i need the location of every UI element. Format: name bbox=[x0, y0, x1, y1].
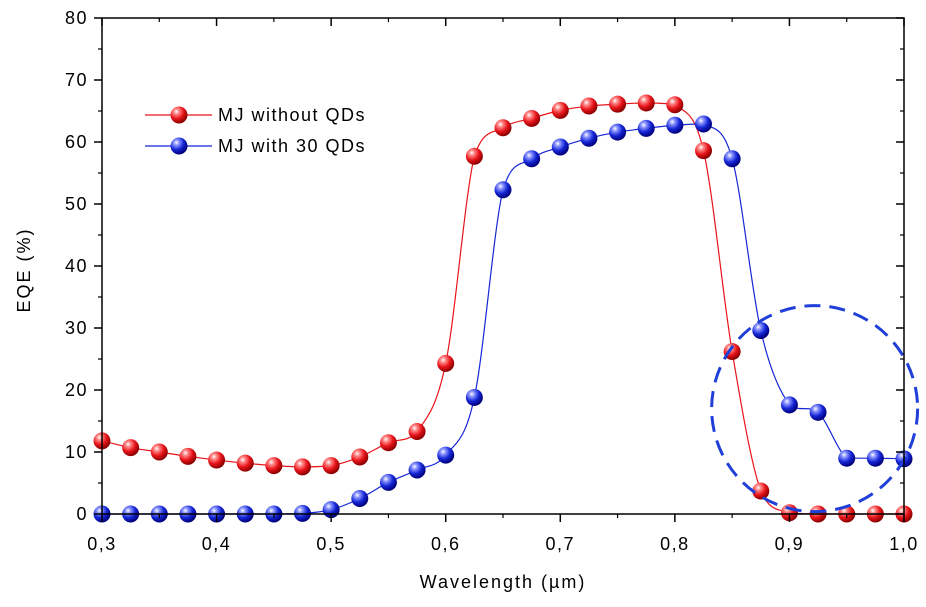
x-tick-label: 0,6 bbox=[431, 534, 461, 554]
data-point-series-1 bbox=[551, 138, 569, 156]
legend: MJ without QDs MJ with 30 QDs bbox=[145, 105, 366, 156]
y-tick-labels: 0 10 20 30 40 50 60 70 80 bbox=[65, 8, 88, 524]
data-point-series-1 bbox=[809, 403, 827, 421]
legend-item-0: MJ without QDs bbox=[145, 105, 366, 125]
y-tick-label: 40 bbox=[65, 256, 88, 276]
x-tick-label: 1,0 bbox=[889, 534, 919, 554]
data-point-series-1 bbox=[437, 446, 455, 464]
y-tick-label: 60 bbox=[65, 132, 88, 152]
data-point-series-0 bbox=[122, 439, 140, 457]
data-point-series-1 bbox=[666, 116, 684, 134]
data-point-series-0 bbox=[150, 443, 168, 461]
y-tick-label: 80 bbox=[65, 8, 88, 28]
data-point-series-1 bbox=[351, 490, 369, 507]
data-point-series-1 bbox=[494, 181, 512, 199]
data-point-series-0 bbox=[437, 354, 455, 372]
data-point-series-0 bbox=[379, 434, 397, 452]
data-point-series-0 bbox=[695, 142, 712, 160]
y-tick-label: 30 bbox=[65, 318, 88, 338]
data-point-series-0 bbox=[408, 423, 426, 441]
annotation-layer bbox=[710, 304, 920, 514]
data-point-series-1 bbox=[523, 150, 541, 168]
data-point-series-0 bbox=[236, 454, 254, 472]
x-tick-label: 0,8 bbox=[660, 534, 690, 554]
y-tick-label: 20 bbox=[65, 380, 88, 400]
data-point-series-0 bbox=[494, 119, 512, 137]
data-point-series-0 bbox=[179, 447, 197, 465]
data-point-series-1 bbox=[637, 119, 655, 137]
series-lines bbox=[101, 102, 905, 515]
legend-swatch-marker bbox=[170, 137, 188, 155]
data-point-series-1 bbox=[695, 115, 712, 133]
data-point-series-0 bbox=[294, 458, 311, 476]
data-point-series-1 bbox=[752, 321, 770, 339]
data-point-series-0 bbox=[637, 94, 655, 112]
highlight-dashed-circle bbox=[710, 304, 920, 514]
data-point-series-0 bbox=[551, 101, 569, 119]
data-point-series-1 bbox=[465, 388, 483, 406]
data-point-series-0 bbox=[265, 457, 283, 475]
data-point-series-1 bbox=[780, 396, 798, 414]
x-tick-label: 0,5 bbox=[316, 534, 346, 554]
data-point-series-1 bbox=[379, 473, 397, 491]
data-point-series-0 bbox=[752, 482, 770, 500]
series-line-0 bbox=[101, 102, 904, 515]
data-point-series-1 bbox=[609, 123, 627, 141]
y-tick-label: 50 bbox=[65, 194, 88, 214]
legend-label: MJ without QDs bbox=[218, 105, 366, 125]
x-tick-label: 0,4 bbox=[202, 534, 232, 554]
plot-frame bbox=[101, 17, 905, 515]
axis-ticks bbox=[94, 17, 905, 522]
legend-item-1: MJ with 30 QDs bbox=[145, 136, 366, 156]
data-point-series-0 bbox=[465, 147, 483, 165]
legend-label: MJ with 30 QDs bbox=[218, 136, 366, 156]
x-tick-labels: 0,3 0,4 0,5 0,6 0,7 0,8 0,9 1,0 bbox=[87, 534, 919, 554]
x-tick-label: 0,9 bbox=[775, 534, 805, 554]
data-point-series-0 bbox=[351, 448, 369, 466]
data-point-series-1 bbox=[408, 461, 426, 479]
data-point-series-1 bbox=[580, 129, 598, 147]
x-axis-title: Wavelength (µm) bbox=[420, 572, 587, 592]
legend-swatch-marker bbox=[170, 106, 188, 124]
data-point-series-1 bbox=[838, 449, 856, 467]
data-point-series-0 bbox=[666, 96, 684, 114]
data-point-series-0 bbox=[208, 451, 226, 469]
data-point-series-1 bbox=[866, 449, 884, 467]
data-point-series-1 bbox=[723, 150, 741, 168]
x-tick-label: 0,7 bbox=[546, 534, 576, 554]
data-point-series-0 bbox=[523, 109, 541, 127]
data-point-series-0 bbox=[322, 457, 340, 475]
x-tick-label: 0,3 bbox=[87, 534, 117, 554]
y-tick-label: 0 bbox=[76, 504, 88, 524]
data-point-series-0 bbox=[609, 95, 627, 113]
y-tick-label: 70 bbox=[65, 70, 88, 90]
data-point-series-0 bbox=[580, 97, 598, 115]
y-tick-label: 10 bbox=[65, 442, 88, 462]
y-axis-title: EQE (%) bbox=[14, 227, 34, 312]
